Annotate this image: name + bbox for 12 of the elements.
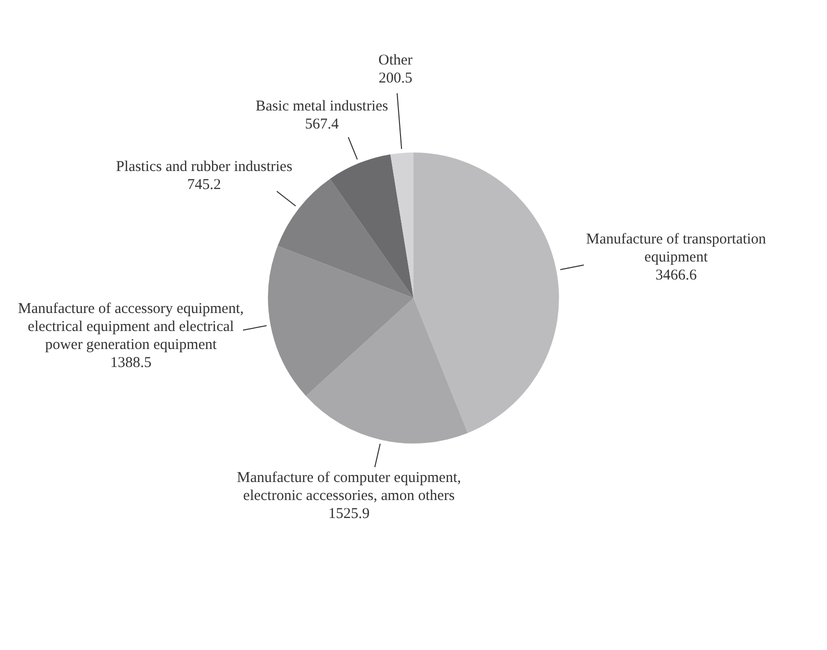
data-label: 745.2 — [187, 177, 222, 194]
data-label: 1525.9 — [328, 506, 370, 522]
slice-label: Manufacture of computer equipment, electronic accessories, amon others — [236, 470, 461, 504]
data-label: 200.5 — [378, 70, 412, 87]
data-label: 3466.6 — [655, 268, 698, 284]
slice-label: Basic metal industries — [256, 98, 388, 114]
data-label: 1388.5 — [110, 354, 152, 371]
slice-label: Manufacture of transportation equipment — [586, 232, 767, 266]
slice-label: Manufacture of accessory equipment, electrical equipment and electrical power generation equipment — [18, 300, 244, 353]
data-label: 567.4 — [305, 116, 340, 132]
slice-label: Plastics and rubber industries — [116, 159, 292, 176]
slice-label: Other — [378, 52, 413, 69]
